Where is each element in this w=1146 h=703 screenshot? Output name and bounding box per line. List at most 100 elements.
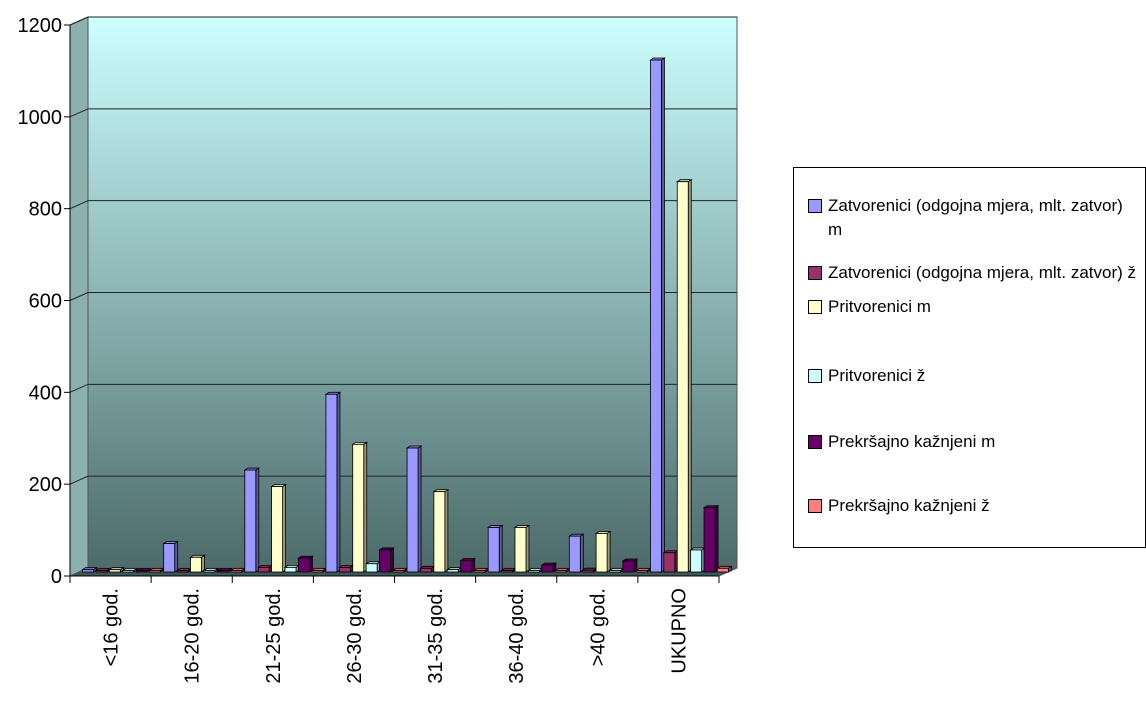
bar-front — [190, 556, 202, 573]
bar — [553, 567, 571, 573]
bar — [134, 567, 152, 573]
bar — [459, 557, 476, 573]
bar-side — [579, 533, 584, 573]
legend-swatch-pritvorenici-m — [808, 300, 822, 314]
bar — [634, 567, 652, 573]
bar-front — [271, 486, 284, 573]
y-tick-label: 600 — [29, 291, 62, 313]
bar — [283, 564, 301, 573]
x-tick-label: 21-25 god. — [263, 588, 285, 684]
bar-front — [609, 570, 621, 573]
bar-front — [82, 569, 94, 573]
bar-front — [501, 570, 513, 573]
bar-front — [108, 569, 121, 573]
bar-side — [417, 445, 422, 573]
bar — [229, 567, 247, 573]
bar — [527, 567, 544, 573]
bar-front — [446, 569, 459, 573]
legend-label: Prekršajno kažnjeni ž — [828, 496, 990, 515]
legend-swatch-zatvorenici-m — [808, 199, 822, 213]
bar-front — [541, 564, 554, 573]
bar — [270, 483, 287, 573]
legend-item: Pritvorenici ž — [808, 364, 1138, 388]
legend-label: Zatvorenici (odgojna mjera, mlt. zatvor)… — [828, 196, 1123, 239]
y-tick-label: 1200 — [18, 15, 63, 37]
bar — [621, 558, 639, 573]
bar — [689, 547, 706, 573]
gridline — [69, 200, 737, 210]
bar-side — [444, 488, 449, 573]
bar — [364, 560, 382, 573]
bar — [702, 504, 720, 573]
bar — [419, 565, 436, 573]
bar — [94, 567, 112, 573]
bar-front — [635, 570, 648, 573]
bar — [675, 178, 693, 573]
bar — [378, 547, 395, 573]
bar-front — [433, 491, 446, 573]
legend-swatch-zatvorenici-z — [808, 266, 822, 280]
x-tick-label: 31-35 god. — [425, 588, 447, 684]
bar-front — [176, 570, 189, 573]
bar-front — [284, 567, 297, 573]
legend-label: Prekršajno kažnjeni m — [828, 432, 996, 451]
bar-front — [473, 570, 486, 573]
bar-front — [298, 557, 310, 573]
bar-front — [514, 527, 527, 573]
bar — [175, 567, 193, 573]
bar-front — [460, 560, 473, 573]
bar-front — [203, 570, 216, 573]
y-tick-label: 400 — [29, 382, 62, 404]
bar — [81, 566, 98, 573]
bar-front — [338, 567, 351, 573]
bar — [594, 530, 612, 573]
legend-label: Zatvorenici (odgojna mjera, mlt. zatvor)… — [828, 263, 1136, 282]
legend-label: Pritvorenici m — [828, 297, 931, 316]
x-tick-label: 36-40 god. — [506, 588, 528, 684]
bar — [243, 467, 261, 573]
bar-front — [216, 570, 229, 573]
bar-side — [606, 530, 611, 573]
x-tick-label: <16 god. — [101, 588, 123, 666]
bar-front — [622, 560, 635, 573]
bar-side — [525, 524, 530, 573]
bar — [162, 540, 180, 573]
bar — [486, 524, 504, 573]
bar — [445, 566, 463, 573]
legend: Zatvorenici (odgojna mjera, mlt. zatvor)… — [793, 167, 1146, 548]
bar-front — [257, 567, 270, 573]
bar — [256, 564, 274, 573]
bar — [108, 566, 125, 573]
bar-side — [255, 467, 260, 573]
bar — [472, 567, 490, 573]
bar — [513, 524, 531, 573]
bar-front — [554, 570, 567, 573]
bar — [405, 445, 423, 573]
legend-item: Prekršajno kažnjeni ž — [808, 494, 1138, 518]
bar-front — [487, 527, 500, 573]
bar-front — [676, 181, 689, 573]
bar-front — [582, 569, 595, 573]
bar — [500, 567, 517, 573]
bar-front — [95, 570, 108, 573]
bar-front — [163, 543, 176, 573]
x-tick-label: >40 god. — [587, 588, 609, 666]
bar-side — [363, 441, 368, 573]
bar-front — [135, 570, 148, 573]
y-tick-label: 1000 — [18, 107, 63, 129]
bar — [662, 549, 680, 573]
bar-front — [595, 533, 608, 573]
bar-side — [174, 540, 179, 573]
bar — [581, 567, 599, 573]
bar — [608, 567, 625, 573]
bar-front — [379, 549, 391, 573]
bar-side — [661, 57, 665, 573]
bar-front — [406, 447, 419, 573]
bar-front — [244, 469, 257, 573]
legend-swatch-prekrsajno-m — [808, 435, 822, 449]
bar — [540, 562, 558, 573]
bar-side — [687, 178, 692, 573]
gridline — [69, 475, 737, 485]
bar-front — [650, 59, 662, 573]
